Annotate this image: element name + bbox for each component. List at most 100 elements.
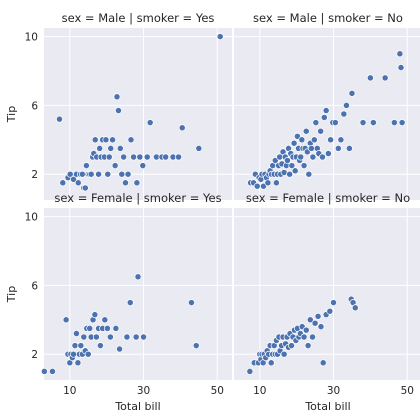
data-point [397, 64, 405, 72]
data-point [143, 153, 151, 161]
data-point [59, 179, 67, 187]
data-point [369, 119, 377, 127]
data-point [116, 345, 124, 353]
facet-title: sex = Female | smoker = No [246, 191, 410, 205]
data-point [78, 170, 86, 178]
data-point [290, 139, 298, 147]
data-point [381, 74, 389, 82]
data-point [317, 127, 325, 135]
data-point [195, 144, 203, 152]
facet-panel [234, 208, 420, 380]
data-point [72, 330, 80, 338]
data-point [302, 326, 310, 334]
data-point [91, 136, 99, 144]
data-point [77, 342, 85, 350]
data-point [82, 162, 90, 170]
data-point [115, 107, 122, 115]
facet-panel [40, 208, 232, 380]
data-point [107, 144, 115, 152]
data-point [96, 144, 104, 152]
data-point [80, 333, 88, 341]
data-point [86, 324, 94, 332]
data-point [280, 350, 288, 358]
y-axis-label: Tip [5, 286, 18, 303]
data-point [326, 307, 334, 315]
x-tick-label: 50 [211, 385, 224, 397]
data-point [74, 179, 82, 187]
data-point [106, 333, 114, 341]
facet-panel [234, 28, 420, 200]
y-tick-label: 2 [31, 349, 38, 361]
data-point [390, 119, 398, 127]
data-point [102, 136, 110, 144]
data-point [146, 119, 154, 127]
data-point [337, 136, 345, 144]
data-point [267, 359, 275, 367]
data-point [312, 119, 320, 127]
data-point [56, 115, 63, 123]
data-point [192, 342, 200, 350]
data-point [91, 311, 99, 319]
y-axis-label: Tip [5, 106, 18, 123]
data-point [104, 170, 112, 178]
x-tick-label: 10 [253, 385, 266, 397]
x-tick-label: 10 [63, 385, 76, 397]
data-point [300, 333, 308, 341]
data-point [123, 333, 131, 341]
y-tick-label: 10 [25, 212, 38, 224]
data-point [92, 333, 100, 341]
data-point [286, 170, 294, 178]
data-point [188, 299, 195, 307]
data-point [334, 144, 342, 152]
data-point [113, 93, 121, 101]
data-point [96, 342, 104, 350]
data-point [134, 273, 142, 281]
y-tick-label: 6 [31, 100, 38, 112]
data-point [322, 107, 330, 115]
data-point [70, 175, 77, 183]
data-point [398, 119, 406, 127]
y-tick-label: 6 [31, 280, 38, 292]
data-point [264, 179, 272, 187]
data-point [330, 299, 337, 307]
data-point [111, 162, 119, 170]
data-point [309, 333, 316, 341]
facet-title: sex = Male | smoker = Yes [62, 11, 215, 25]
data-point [246, 367, 254, 375]
data-point [288, 342, 295, 350]
data-point [304, 342, 312, 350]
data-point [253, 182, 261, 190]
data-point [320, 113, 328, 121]
data-point [105, 153, 113, 161]
data-point [130, 153, 138, 161]
data-point [140, 333, 147, 341]
data-point [84, 350, 92, 358]
data-point [74, 359, 82, 367]
facet-title: sex = Female | smoker = Yes [54, 191, 221, 205]
data-point [62, 316, 70, 324]
data-point [345, 144, 353, 152]
y-tick-label: 10 [25, 32, 38, 44]
data-point [127, 136, 135, 144]
data-point [309, 153, 317, 161]
data-point [302, 127, 310, 135]
data-point [139, 162, 147, 170]
data-point [307, 144, 315, 152]
data-point [71, 342, 79, 350]
data-point [178, 124, 186, 132]
data-point [133, 179, 141, 187]
data-point [40, 367, 48, 375]
data-point [103, 324, 111, 332]
x-tick-label: 30 [137, 385, 150, 397]
data-point [112, 324, 120, 332]
data-point [216, 33, 224, 41]
data-point [314, 312, 322, 320]
data-point [340, 110, 348, 118]
data-point [288, 162, 296, 170]
data-point [331, 119, 339, 127]
data-point [300, 162, 308, 170]
data-point [297, 153, 305, 161]
x-axis-label: Total bill [304, 400, 350, 413]
data-point [272, 179, 280, 187]
